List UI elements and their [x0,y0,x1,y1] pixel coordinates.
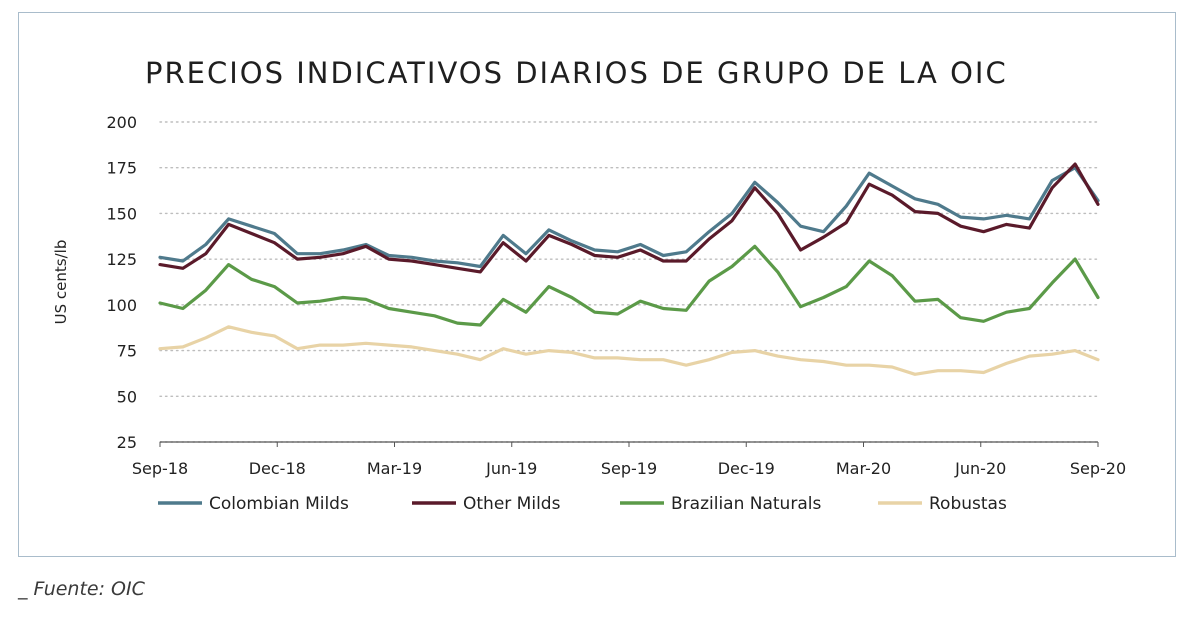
x-tick-label: Dec-18 [249,459,306,478]
legend-label: Robustas [929,494,1007,514]
legend-label: Colombian Milds [209,494,349,514]
x-tick-label: Sep-20 [1070,459,1126,478]
series-line-brazilian-naturals [158,244,1100,327]
y-tick-label: 175 [106,159,137,178]
legend-label: Brazilian Naturals [671,494,821,514]
y-tick-label: 100 [106,296,137,315]
y-tick-label: 25 [117,433,137,452]
y-axis-label: US cents/lb [52,240,70,325]
source-note: _ Fuente: OIC [18,578,145,600]
y-tick-label: 150 [106,204,137,223]
x-tick-label: Dec-19 [718,459,775,478]
chart-title: PRECIOS INDICATIVOS DIARIOS DE GRUPO DE … [145,56,1008,90]
y-tick-label: 50 [117,387,137,406]
x-tick-label: Mar-19 [367,459,422,478]
series-line-other-milds [158,162,1100,274]
x-tick-label: Jun-20 [954,459,1006,478]
x-tick-label: Sep-18 [132,459,188,478]
x-tick-label: Jun-19 [485,459,537,478]
legend-label: Other Milds [463,494,561,514]
series-line-robustas [158,325,1100,376]
series-line-colombian-milds [158,166,1100,269]
x-tick-label: Sep-19 [601,459,657,478]
y-tick-label: 125 [106,250,137,269]
y-tick-label: 200 [106,113,137,132]
x-tick-label: Mar-20 [836,459,891,478]
y-tick-label: 75 [117,342,137,361]
